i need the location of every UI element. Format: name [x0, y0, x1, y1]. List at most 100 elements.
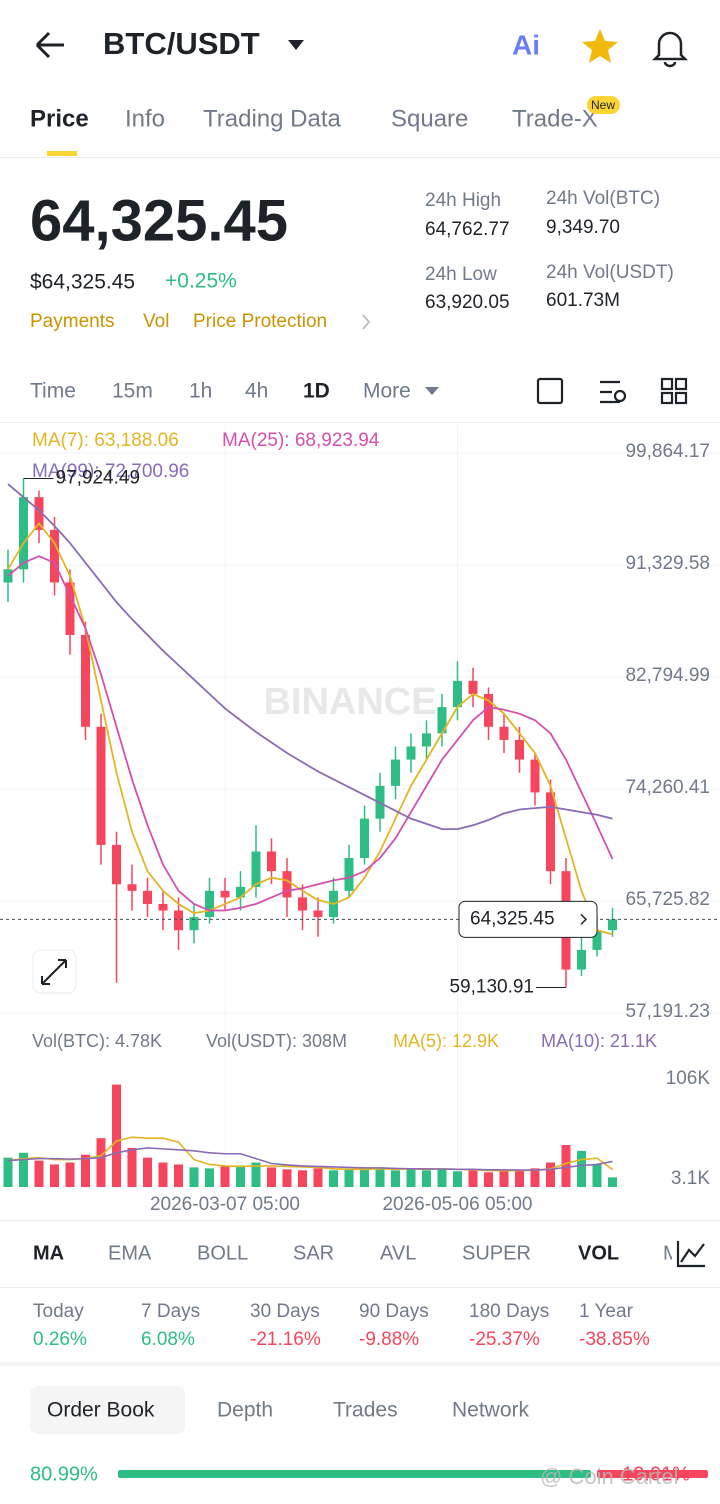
- stat-value: 9,349.70: [546, 217, 620, 238]
- perf-period: 180 Days: [469, 1301, 549, 1322]
- volume-bar: [608, 1177, 617, 1187]
- tab[interactable]: Price: [30, 105, 89, 132]
- x-tick-label: 2026-03-07 05:00: [150, 1194, 300, 1215]
- y-tick-label: 99,864.17: [625, 441, 710, 462]
- volume-bar: [158, 1162, 168, 1187]
- alert-bell[interactable]: [651, 31, 689, 68]
- volume-bar: [298, 1170, 307, 1187]
- volume-bar: [484, 1172, 493, 1187]
- tab[interactable]: Trading Data: [203, 105, 342, 132]
- chart-tools: [536, 377, 688, 405]
- candle-body: [236, 886, 245, 898]
- ma-line: [7, 521, 613, 936]
- back-button[interactable]: [35, 31, 64, 59]
- tab-pill: [30, 1386, 185, 1434]
- candle-body: [453, 680, 462, 708]
- interval[interactable]: Time: [30, 380, 76, 403]
- volume-bar: [112, 1084, 121, 1187]
- volume-bar: [561, 1144, 571, 1187]
- volume-bar: [19, 1152, 28, 1187]
- perf-period: Today: [33, 1301, 84, 1322]
- interval[interactable]: 4h: [245, 380, 268, 403]
- tab-indicator: [47, 151, 77, 156]
- stat-label: 24h Low: [425, 264, 497, 285]
- layout-icon: [674, 377, 688, 391]
- y-tick-label: 74,260.41: [625, 777, 710, 798]
- new-badge-bg: [587, 96, 620, 114]
- book-tab[interactable]: Trades: [333, 1399, 398, 1422]
- watermark: @ Coin Cartel: [540, 1464, 679, 1489]
- y-tick-label: 82,794.99: [625, 665, 710, 686]
- volume-bar: [360, 1168, 369, 1187]
- volume-bar: [453, 1171, 462, 1187]
- last-price-label: 64,325.45: [470, 908, 555, 929]
- expand-icon: [41, 959, 67, 985]
- volume-bar: [499, 1171, 509, 1187]
- settings-dot: [613, 389, 627, 403]
- favorite-star[interactable]: [582, 29, 618, 63]
- tab[interactable]: Trade-X: [512, 105, 598, 132]
- candle-body: [189, 917, 199, 931]
- ma-line: [7, 483, 613, 831]
- indicator[interactable]: AVL: [380, 1242, 416, 1264]
- fullscreen-icon[interactable]: [536, 377, 564, 405]
- candle-body: [251, 851, 261, 887]
- stat-label: 24h Vol(BTC): [546, 188, 660, 209]
- volume-legend: Vol(BTC): 4.78K: [32, 1031, 162, 1051]
- indicator[interactable]: BOLL: [197, 1242, 248, 1264]
- x-tick-label: 2026-05-06 05:00: [382, 1194, 532, 1215]
- indicator-settings[interactable]: [676, 1241, 705, 1268]
- interval[interactable]: More: [363, 380, 411, 403]
- link[interactable]: Payments: [30, 311, 114, 332]
- legend-entry: MA(25): 68,923.94: [222, 430, 380, 451]
- layout-icon[interactable]: [660, 377, 674, 391]
- y-tick-label: 65,725.82: [625, 889, 710, 910]
- last-price: 64,325.45: [30, 188, 288, 253]
- candle-body: [143, 890, 152, 904]
- volume-bar: [81, 1154, 90, 1187]
- indicator[interactable]: EMA: [108, 1242, 152, 1264]
- perf-change: 0.26%: [33, 1329, 87, 1350]
- volume-bar: [267, 1167, 276, 1187]
- tab[interactable]: Square: [391, 105, 468, 132]
- interval[interactable]: 15m: [112, 380, 153, 403]
- settings-icon[interactable]: [600, 380, 620, 404]
- tab[interactable]: Info: [125, 105, 165, 132]
- sell-label: 19.01%: [622, 1463, 690, 1485]
- indicator[interactable]: SAR: [293, 1242, 334, 1264]
- interval[interactable]: 1h: [189, 380, 212, 403]
- pair-dropdown[interactable]: [288, 40, 304, 50]
- candle-body: [267, 851, 276, 872]
- volume-bar: [34, 1160, 44, 1187]
- ai-button[interactable]: Ai: [512, 29, 540, 60]
- annotation-label: 97,924.49: [56, 467, 141, 488]
- volume-bar: [143, 1157, 152, 1187]
- book-tab[interactable]: Network: [452, 1399, 530, 1422]
- candle-body: [112, 844, 121, 885]
- link[interactable]: Price Protection: [193, 311, 327, 332]
- indicator[interactable]: SUPER: [462, 1242, 531, 1264]
- pair-title[interactable]: BTC/USDT: [103, 26, 260, 61]
- volume-bar: [422, 1170, 431, 1187]
- candle-body: [81, 634, 90, 727]
- volume-legend: Vol(USDT): 308M: [206, 1031, 347, 1051]
- volume-bar: [468, 1170, 478, 1187]
- link[interactable]: Vol: [143, 311, 169, 332]
- volume-bar: [592, 1164, 602, 1187]
- volume-bar: [577, 1150, 586, 1187]
- indicator[interactable]: VOL: [578, 1242, 619, 1264]
- stat-label: 24h High: [425, 190, 501, 211]
- candle-body: [282, 871, 292, 898]
- book-tab[interactable]: Depth: [217, 1399, 273, 1422]
- kline-chart: 2026-03-07 05:00 2026-05-06 05:00 BINANCE 9…: [0, 425, 720, 1215]
- volume-legend: MA(5): 12.9K: [393, 1031, 499, 1051]
- interval[interactable]: 1D: [303, 380, 330, 403]
- book-tab[interactable]: Order Book: [47, 1399, 155, 1422]
- perf-change: -9.88%: [359, 1329, 419, 1350]
- candle-body: [96, 726, 106, 845]
- chart-watermark: BINANCE: [263, 681, 436, 723]
- candle-body: [313, 910, 323, 918]
- indicator[interactable]: MACD: [663, 1242, 720, 1264]
- indicator[interactable]: MA: [33, 1242, 64, 1264]
- volume-bar: [251, 1162, 261, 1187]
